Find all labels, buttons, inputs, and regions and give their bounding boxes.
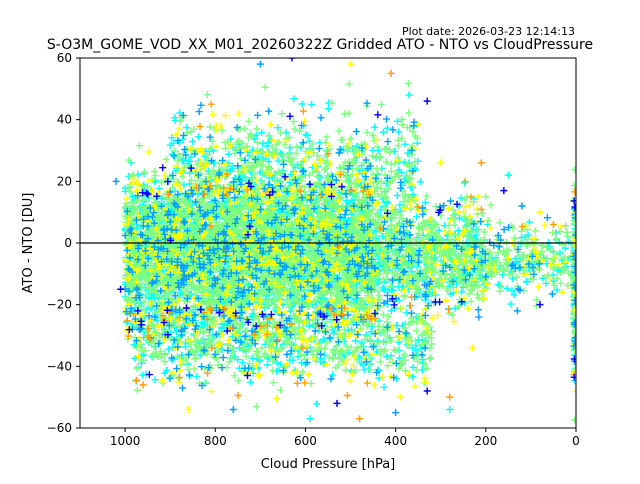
outlier-point bbox=[288, 58, 296, 62]
outlier-point bbox=[130, 341, 138, 349]
outlier-point bbox=[347, 60, 355, 68]
outlier-point bbox=[446, 406, 454, 413]
x-tick-label: 600 bbox=[294, 434, 317, 448]
x-tick-label: 0 bbox=[572, 434, 580, 448]
y-tick-label: −40 bbox=[47, 359, 72, 373]
outlier-point bbox=[387, 69, 395, 77]
outlier-point bbox=[423, 387, 431, 395]
outlier-point bbox=[549, 221, 557, 228]
y-tick-label: 60 bbox=[57, 51, 72, 65]
x-tick-label: 1000 bbox=[110, 434, 141, 448]
outlier-point bbox=[410, 122, 418, 130]
outlier-point bbox=[405, 91, 413, 99]
x-tick-label: 800 bbox=[204, 434, 227, 448]
y-axis-label: ATO - NTO [DU] bbox=[21, 193, 36, 294]
outlier-point bbox=[306, 415, 314, 423]
y-tick-label: 20 bbox=[57, 174, 72, 188]
outlier-point bbox=[139, 381, 147, 389]
y-tick-label: −60 bbox=[47, 421, 72, 435]
outlier-point bbox=[356, 415, 364, 423]
outlier-point bbox=[477, 159, 485, 167]
outlier-point bbox=[536, 208, 544, 216]
outlier-point bbox=[536, 301, 544, 309]
outlier-point bbox=[333, 399, 341, 407]
outlier-point bbox=[518, 202, 526, 210]
x-tick-label: 400 bbox=[384, 434, 407, 448]
outlier-point bbox=[500, 187, 508, 195]
outlier-point bbox=[513, 307, 521, 315]
outlier-point bbox=[256, 60, 264, 68]
y-tick-label: 0 bbox=[64, 236, 72, 250]
outlier-point bbox=[446, 393, 454, 401]
plot-date-label: Plot date: 2026-03-23 12:14:13 bbox=[402, 25, 575, 38]
outlier-point bbox=[112, 177, 120, 185]
chart-title: S-O3M_GOME_VOD_XX_M01_20260322Z Gridded … bbox=[47, 37, 593, 53]
y-tick-label: 40 bbox=[57, 113, 72, 127]
x-axis-label: Cloud Pressure [hPa] bbox=[261, 457, 396, 472]
x-axis-ticks: 1000 800 600 400 200 0 bbox=[110, 428, 580, 448]
x-tick-label: 200 bbox=[474, 434, 497, 448]
scatter-marks-color-5 bbox=[125, 111, 576, 381]
outlier-point bbox=[423, 97, 431, 105]
y-tick-label: −20 bbox=[47, 298, 72, 312]
scatter-marks-color-3 bbox=[121, 99, 576, 392]
outlier-point bbox=[554, 267, 562, 275]
scatter-points bbox=[112, 58, 576, 424]
outlier-point bbox=[229, 406, 237, 413]
outlier-point bbox=[117, 285, 125, 293]
y-axis-ticks: −60 −40 −20 0 20 40 60 bbox=[47, 51, 80, 435]
outlier-point bbox=[504, 171, 512, 179]
outlier-point bbox=[468, 344, 476, 352]
outlier-point bbox=[396, 393, 404, 401]
outlier-point bbox=[184, 406, 192, 413]
outlier-point bbox=[437, 159, 445, 167]
outlier-point bbox=[392, 409, 400, 417]
